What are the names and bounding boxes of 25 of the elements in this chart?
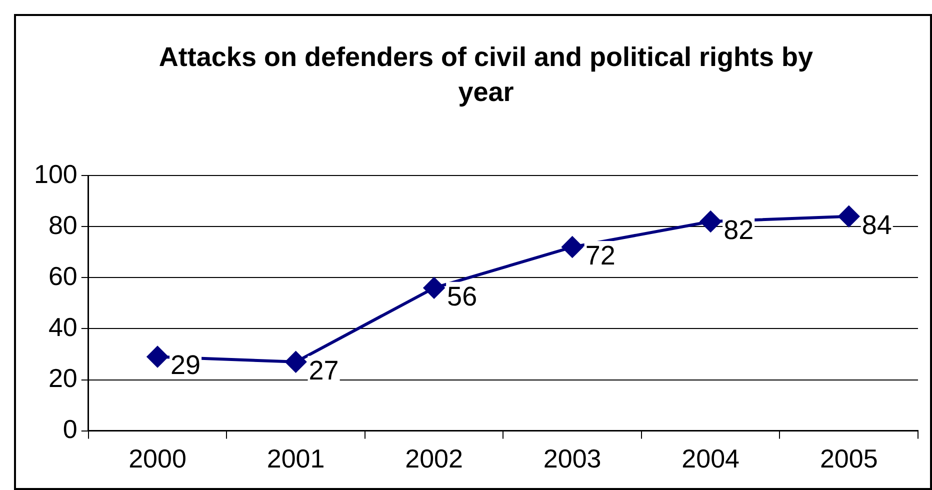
data-label: 29 xyxy=(170,350,201,380)
x-tick-label: 2000 xyxy=(128,444,186,474)
point xyxy=(424,277,445,298)
data-label: 82 xyxy=(724,214,754,245)
data-label: 27 xyxy=(308,355,339,386)
chart-title: Attacks on defenders of civil and political rights by year xyxy=(158,41,814,109)
x-tick-label: 2004 xyxy=(682,444,740,474)
x-tick-label: 2002 xyxy=(405,444,463,474)
x-tick-label: 2003 xyxy=(543,444,602,474)
y-tick-label: 80 xyxy=(48,210,78,240)
data-label: 72 xyxy=(585,240,616,271)
y-tick-label: 100 xyxy=(34,158,78,189)
data-label: 84 xyxy=(862,210,892,240)
point xyxy=(285,351,306,372)
point xyxy=(147,346,168,368)
y-tick-label: 0 xyxy=(62,414,78,444)
point xyxy=(562,236,583,258)
x-tick-label: 2005 xyxy=(820,444,878,474)
y-tick-label: 60 xyxy=(48,260,78,291)
x-tick-label: 2001 xyxy=(266,444,325,474)
y-tick-label: 40 xyxy=(48,312,78,342)
point xyxy=(700,211,722,232)
data-label: 56 xyxy=(447,281,478,312)
point xyxy=(838,206,860,227)
y-tick-label: 20 xyxy=(48,362,78,393)
